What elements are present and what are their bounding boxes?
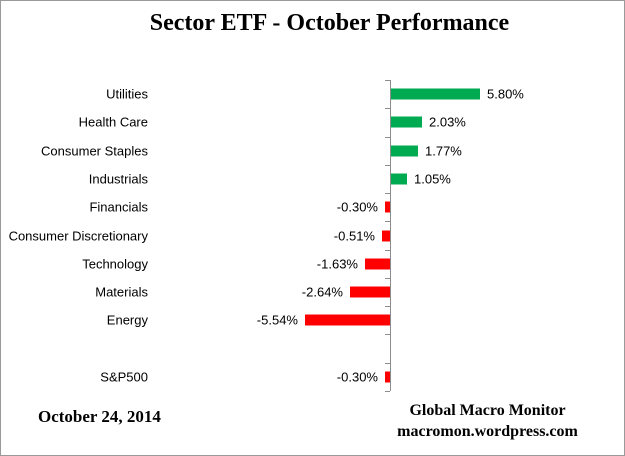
axis-tick — [385, 363, 390, 364]
axis-tick — [385, 391, 390, 392]
footer-source-line2: macromon.wordpress.com — [397, 423, 578, 440]
footer-source: Global Macro Monitor macromon.wordpress.… — [377, 400, 598, 442]
category-label: Consumer Discretionary — [8, 228, 148, 243]
value-label: -0.30% — [336, 369, 378, 385]
axis-tick — [385, 108, 390, 109]
bar — [365, 258, 390, 270]
category-label: Industrials — [88, 171, 148, 187]
category-label: Health Care — [78, 114, 148, 130]
category-label: S&P500 — [100, 369, 148, 385]
value-label: 1.77% — [425, 143, 462, 159]
bar — [382, 230, 390, 241]
bar — [391, 88, 480, 100]
chart-title: Sector ETF - October Performance — [149, 10, 510, 36]
bar — [350, 286, 390, 298]
category-label: Energy — [106, 312, 148, 328]
value-label: -0.51% — [333, 228, 375, 243]
bar — [391, 173, 407, 185]
value-label: 2.03% — [429, 114, 466, 130]
bar — [385, 371, 390, 383]
value-label: 5.80% — [487, 86, 524, 102]
axis-tick — [385, 80, 390, 81]
footer-source-line1: Global Macro Monitor — [409, 402, 566, 419]
category-label: Financials — [89, 199, 148, 215]
value-axis — [390, 80, 391, 391]
axis-tick — [385, 306, 390, 307]
category-label: Materials — [95, 284, 148, 300]
category-label: Technology — [82, 256, 148, 272]
bar — [391, 145, 418, 157]
axis-tick — [385, 334, 390, 335]
category-label: Utilities — [106, 86, 148, 102]
footer-date: October 24, 2014 — [38, 407, 161, 426]
axis-tick — [385, 137, 390, 138]
category-label: Consumer Staples — [41, 143, 148, 159]
axis-tick — [385, 221, 390, 222]
axis-tick — [385, 250, 390, 251]
axis-tick — [385, 165, 390, 166]
bar — [305, 314, 390, 326]
value-label: -5.54% — [256, 312, 298, 328]
axis-tick — [385, 193, 390, 194]
value-label: -0.30% — [336, 199, 378, 215]
axis-tick — [385, 278, 390, 279]
bar — [385, 201, 390, 213]
value-label: 1.05% — [414, 171, 451, 187]
value-label: -2.64% — [301, 284, 343, 300]
value-label: -1.63% — [316, 256, 358, 272]
bar — [391, 116, 422, 128]
